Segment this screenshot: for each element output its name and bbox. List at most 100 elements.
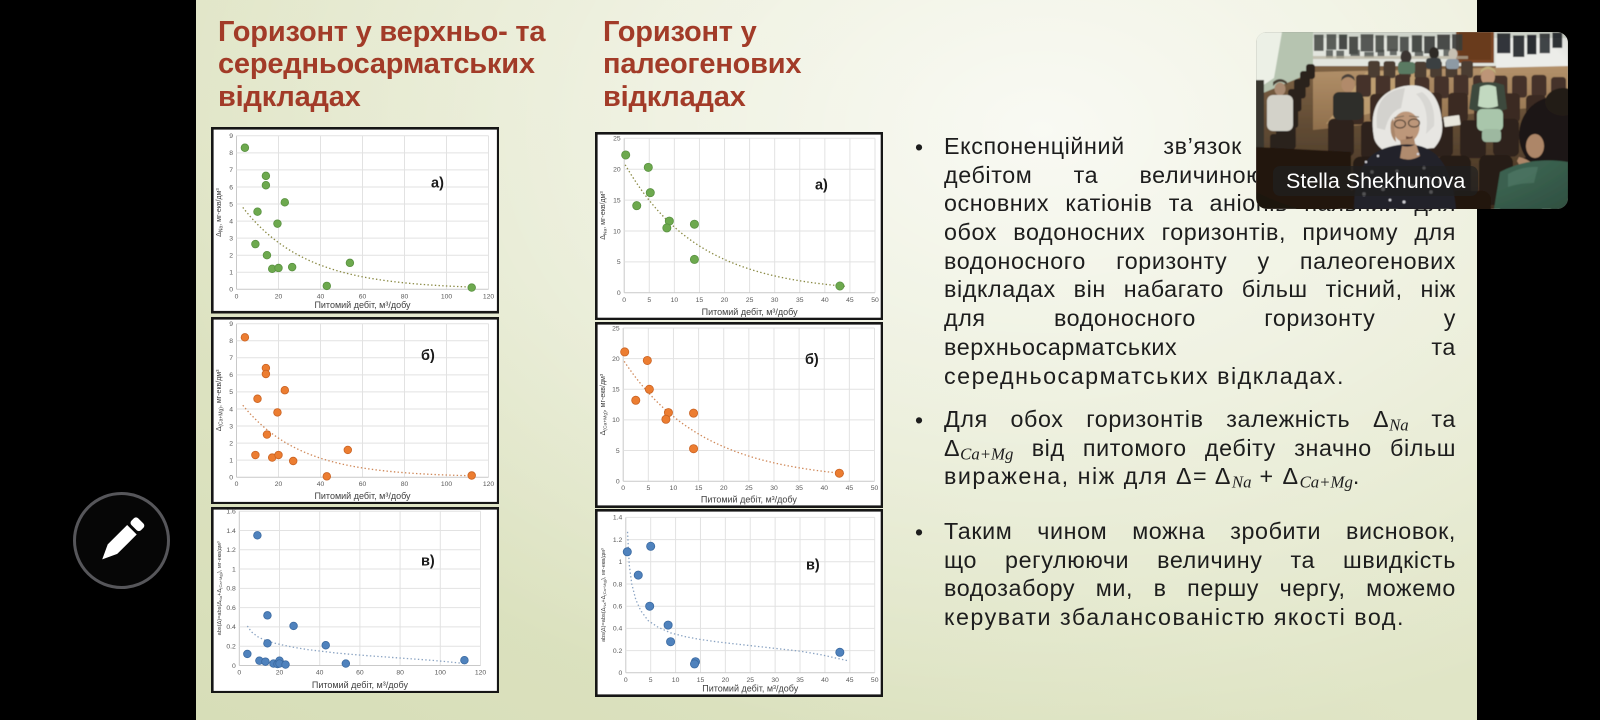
svg-text:120: 120 bbox=[482, 293, 494, 300]
svg-text:Δ(Ca+Mg), мг-екв/дм³: Δ(Ca+Mg), мг-екв/дм³ bbox=[599, 373, 608, 435]
svg-text:0: 0 bbox=[234, 293, 238, 300]
svg-text:1.4: 1.4 bbox=[612, 515, 622, 522]
svg-text:1: 1 bbox=[232, 566, 236, 573]
svg-text:Питомий дебіт, м³/добу: Питомий дебіт, м³/добу bbox=[702, 683, 798, 693]
svg-text:9: 9 bbox=[229, 133, 233, 140]
svg-text:в): в) bbox=[421, 553, 435, 569]
svg-text:50: 50 bbox=[871, 297, 879, 304]
svg-text:20: 20 bbox=[275, 669, 283, 676]
svg-text:0.4: 0.4 bbox=[612, 626, 622, 633]
svg-text:10: 10 bbox=[671, 677, 679, 684]
svg-text:45: 45 bbox=[845, 485, 853, 492]
svg-text:15: 15 bbox=[696, 677, 704, 684]
svg-text:15: 15 bbox=[695, 297, 703, 304]
svg-text:80: 80 bbox=[400, 481, 408, 488]
svg-text:а): а) bbox=[814, 177, 827, 193]
svg-text:25: 25 bbox=[612, 325, 620, 332]
svg-text:2: 2 bbox=[229, 252, 233, 259]
svg-text:1: 1 bbox=[229, 270, 233, 277]
svg-text:0: 0 bbox=[234, 481, 238, 488]
svg-text:10: 10 bbox=[612, 417, 620, 424]
svg-text:5: 5 bbox=[615, 447, 619, 454]
svg-text:в): в) bbox=[805, 558, 819, 574]
svg-text:ΔNa, мг-екв/дм³: ΔNa, мг-екв/дм³ bbox=[600, 191, 609, 240]
svg-text:10: 10 bbox=[670, 297, 678, 304]
svg-text:10: 10 bbox=[669, 485, 677, 492]
svg-text:25: 25 bbox=[745, 485, 753, 492]
svg-text:0: 0 bbox=[623, 677, 627, 684]
svg-text:15: 15 bbox=[613, 197, 621, 204]
svg-text:120: 120 bbox=[474, 669, 486, 676]
svg-text:4: 4 bbox=[229, 406, 233, 413]
svg-text:0.8: 0.8 bbox=[612, 581, 622, 588]
svg-text:Питомий дебіт, м³/добу: Питомий дебіт, м³/добу bbox=[700, 494, 796, 504]
svg-text:60: 60 bbox=[358, 293, 366, 300]
svg-text:0: 0 bbox=[237, 669, 241, 676]
svg-text:1: 1 bbox=[229, 457, 233, 464]
svg-text:50: 50 bbox=[870, 485, 878, 492]
svg-text:40: 40 bbox=[821, 677, 829, 684]
svg-text:40: 40 bbox=[821, 297, 829, 304]
svg-text:Питомий дебіт, м³/добу: Питомий дебіт, м³/добу bbox=[314, 491, 411, 501]
svg-text:1.2: 1.2 bbox=[226, 547, 236, 554]
svg-text:2: 2 bbox=[229, 440, 233, 447]
svg-text:0: 0 bbox=[229, 474, 233, 481]
svg-text:0: 0 bbox=[622, 297, 626, 304]
svg-text:5: 5 bbox=[616, 259, 620, 266]
svg-text:1.2: 1.2 bbox=[612, 537, 622, 544]
svg-text:0: 0 bbox=[232, 662, 236, 669]
svg-text:100: 100 bbox=[440, 481, 452, 488]
svg-text:30: 30 bbox=[771, 677, 779, 684]
svg-text:0: 0 bbox=[615, 478, 619, 485]
svg-text:120: 120 bbox=[482, 481, 494, 488]
svg-text:8: 8 bbox=[229, 150, 233, 157]
svg-text:35: 35 bbox=[795, 485, 803, 492]
svg-text:8: 8 bbox=[229, 338, 233, 345]
svg-text:9: 9 bbox=[229, 321, 233, 328]
svg-text:abs(Δ)=abs(ΔNa+Δ(Ca+Mg)), мг-: abs(Δ)=abs(ΔNa+Δ(Ca+Mg)), мг-екв/дм³ bbox=[600, 548, 606, 642]
svg-text:3: 3 bbox=[229, 423, 233, 430]
svg-text:5: 5 bbox=[229, 201, 233, 208]
svg-text:1.6: 1.6 bbox=[226, 508, 236, 515]
svg-text:4: 4 bbox=[229, 218, 233, 225]
svg-text:50: 50 bbox=[870, 677, 878, 684]
svg-text:20: 20 bbox=[720, 297, 728, 304]
svg-text:40: 40 bbox=[315, 669, 323, 676]
svg-text:15: 15 bbox=[612, 386, 620, 393]
svg-text:20: 20 bbox=[274, 481, 282, 488]
svg-text:0.2: 0.2 bbox=[226, 643, 236, 650]
svg-text:20: 20 bbox=[721, 677, 729, 684]
svg-text:б): б) bbox=[421, 348, 435, 364]
svg-text:30: 30 bbox=[770, 297, 778, 304]
svg-text:80: 80 bbox=[396, 669, 404, 676]
svg-text:20: 20 bbox=[612, 355, 620, 362]
svg-text:0: 0 bbox=[616, 290, 620, 297]
svg-text:40: 40 bbox=[820, 485, 828, 492]
svg-text:30: 30 bbox=[770, 485, 778, 492]
svg-text:40: 40 bbox=[316, 481, 324, 488]
svg-text:20: 20 bbox=[719, 485, 727, 492]
svg-text:25: 25 bbox=[745, 297, 753, 304]
svg-text:5: 5 bbox=[646, 485, 650, 492]
svg-text:20: 20 bbox=[613, 166, 621, 173]
svg-text:abs(Δ)=abs(ΔNa+Δ(Ca+Mg)), мг-: abs(Δ)=abs(ΔNa+Δ(Ca+Mg)), мг-екв/дм³ bbox=[217, 541, 223, 635]
svg-text:5: 5 bbox=[647, 297, 651, 304]
svg-text:Питомий дебіт, м³/добу: Питомий дебіт, м³/добу bbox=[314, 300, 411, 310]
svg-text:Питомий дебіт, м³/добу: Питомий дебіт, м³/добу bbox=[701, 307, 797, 317]
svg-text:6: 6 bbox=[229, 372, 233, 379]
svg-text:7: 7 bbox=[229, 167, 233, 174]
svg-text:1.4: 1.4 bbox=[226, 527, 236, 534]
svg-text:0: 0 bbox=[621, 485, 625, 492]
svg-text:1: 1 bbox=[618, 559, 622, 566]
svg-text:25: 25 bbox=[746, 677, 754, 684]
svg-text:6: 6 bbox=[229, 184, 233, 191]
svg-text:20: 20 bbox=[274, 293, 282, 300]
svg-text:3: 3 bbox=[229, 235, 233, 242]
svg-text:0: 0 bbox=[618, 670, 622, 677]
svg-text:40: 40 bbox=[316, 293, 324, 300]
svg-text:5: 5 bbox=[229, 389, 233, 396]
svg-text:б): б) bbox=[804, 352, 818, 368]
svg-text:10: 10 bbox=[613, 228, 621, 235]
svg-text:35: 35 bbox=[796, 677, 804, 684]
svg-text:Δ(Ca+Mg), мг-екв/дм³: Δ(Ca+Mg), мг-екв/дм³ bbox=[216, 368, 225, 430]
